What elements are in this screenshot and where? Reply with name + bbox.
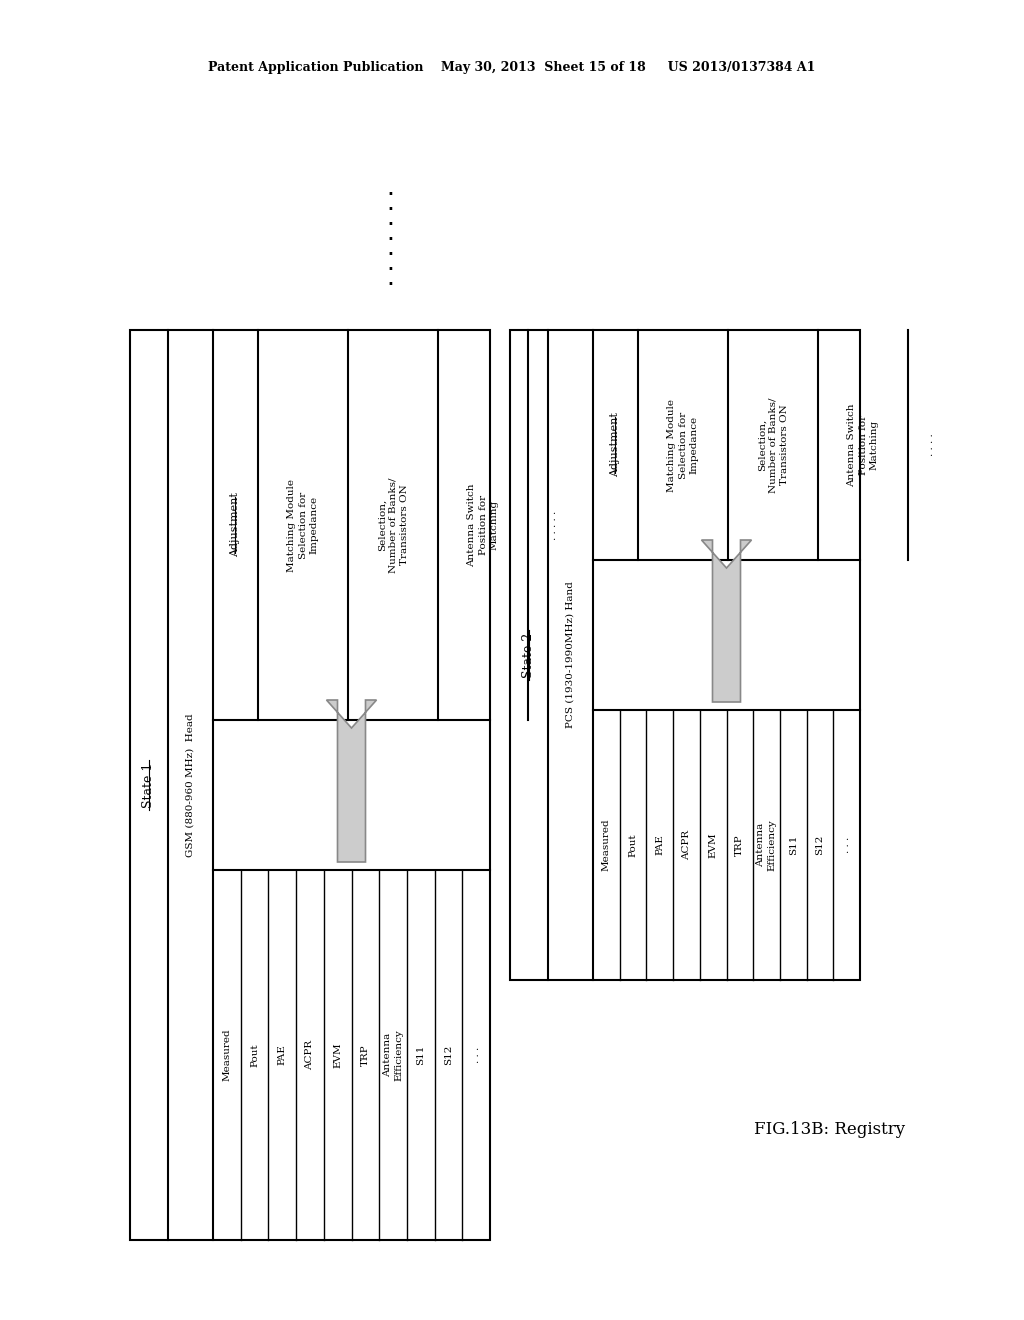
Polygon shape bbox=[701, 540, 752, 702]
Text: Antenna Switch
Position for
Matching: Antenna Switch Position for Matching bbox=[848, 403, 879, 487]
Text: State 1: State 1 bbox=[142, 763, 156, 808]
Text: ·: · bbox=[386, 243, 394, 267]
Text: PAE: PAE bbox=[278, 1044, 287, 1065]
Text: Measured: Measured bbox=[602, 818, 611, 871]
Text: ·: · bbox=[386, 183, 394, 207]
Text: EVM: EVM bbox=[709, 832, 718, 858]
Text: Pout: Pout bbox=[629, 833, 638, 857]
Bar bbox=[130, 330, 490, 1239]
Text: S12: S12 bbox=[444, 1045, 453, 1065]
Text: Measured: Measured bbox=[222, 1028, 231, 1081]
Text: Adjustment: Adjustment bbox=[610, 413, 621, 478]
Text: EVM: EVM bbox=[333, 1043, 342, 1068]
Text: Matching Module
Selection for
Impedance: Matching Module Selection for Impedance bbox=[288, 479, 318, 572]
Text: Antenna
Efficiency: Antenna Efficiency bbox=[383, 1030, 403, 1081]
Polygon shape bbox=[327, 700, 377, 862]
Text: S11: S11 bbox=[788, 834, 798, 855]
Text: PAE: PAE bbox=[655, 834, 665, 855]
Text: Antenna Switch
Position for
Matching: Antenna Switch Position for Matching bbox=[467, 483, 499, 566]
Text: Matching Module
Selection for
Impedance: Matching Module Selection for Impedance bbox=[668, 399, 698, 491]
Text: Antenna
Efficiency: Antenna Efficiency bbox=[757, 820, 776, 871]
Text: Pout: Pout bbox=[250, 1043, 259, 1067]
Text: . . .: . . . bbox=[472, 1047, 480, 1063]
Text: TRP: TRP bbox=[360, 1044, 370, 1065]
Text: ACPR: ACPR bbox=[305, 1040, 314, 1071]
Text: ·: · bbox=[386, 273, 394, 297]
Text: S11: S11 bbox=[416, 1045, 425, 1065]
Text: ·: · bbox=[386, 257, 394, 282]
Text: . . . . .: . . . . . bbox=[549, 511, 557, 540]
Text: FIG.13B: Registry: FIG.13B: Registry bbox=[755, 1122, 905, 1138]
Text: ·: · bbox=[386, 213, 394, 238]
Text: State 2: State 2 bbox=[522, 632, 536, 677]
Text: Selection,
Number of Banks/
Transistors ON: Selection, Number of Banks/ Transistors … bbox=[758, 397, 788, 492]
Text: ·: · bbox=[386, 198, 394, 222]
Text: TRP: TRP bbox=[735, 834, 744, 855]
Text: PCS (1930-1990MHz) Hand: PCS (1930-1990MHz) Hand bbox=[566, 582, 575, 729]
Text: . . .: . . . bbox=[842, 837, 851, 853]
Text: Patent Application Publication    May 30, 2013  Sheet 15 of 18     US 2013/01373: Patent Application Publication May 30, 2… bbox=[208, 62, 816, 74]
Text: . . . .: . . . . bbox=[926, 434, 935, 457]
Text: ·: · bbox=[386, 228, 394, 252]
Text: Adjustment: Adjustment bbox=[230, 492, 241, 557]
Text: S12: S12 bbox=[815, 834, 824, 855]
Text: Selection,
Number of Banks/
Transistors ON: Selection, Number of Banks/ Transistors … bbox=[378, 478, 409, 573]
Bar bbox=[510, 330, 860, 979]
Text: ACPR: ACPR bbox=[682, 830, 691, 861]
Text: GSM (880-960 MHz)  Head: GSM (880-960 MHz) Head bbox=[186, 713, 195, 857]
